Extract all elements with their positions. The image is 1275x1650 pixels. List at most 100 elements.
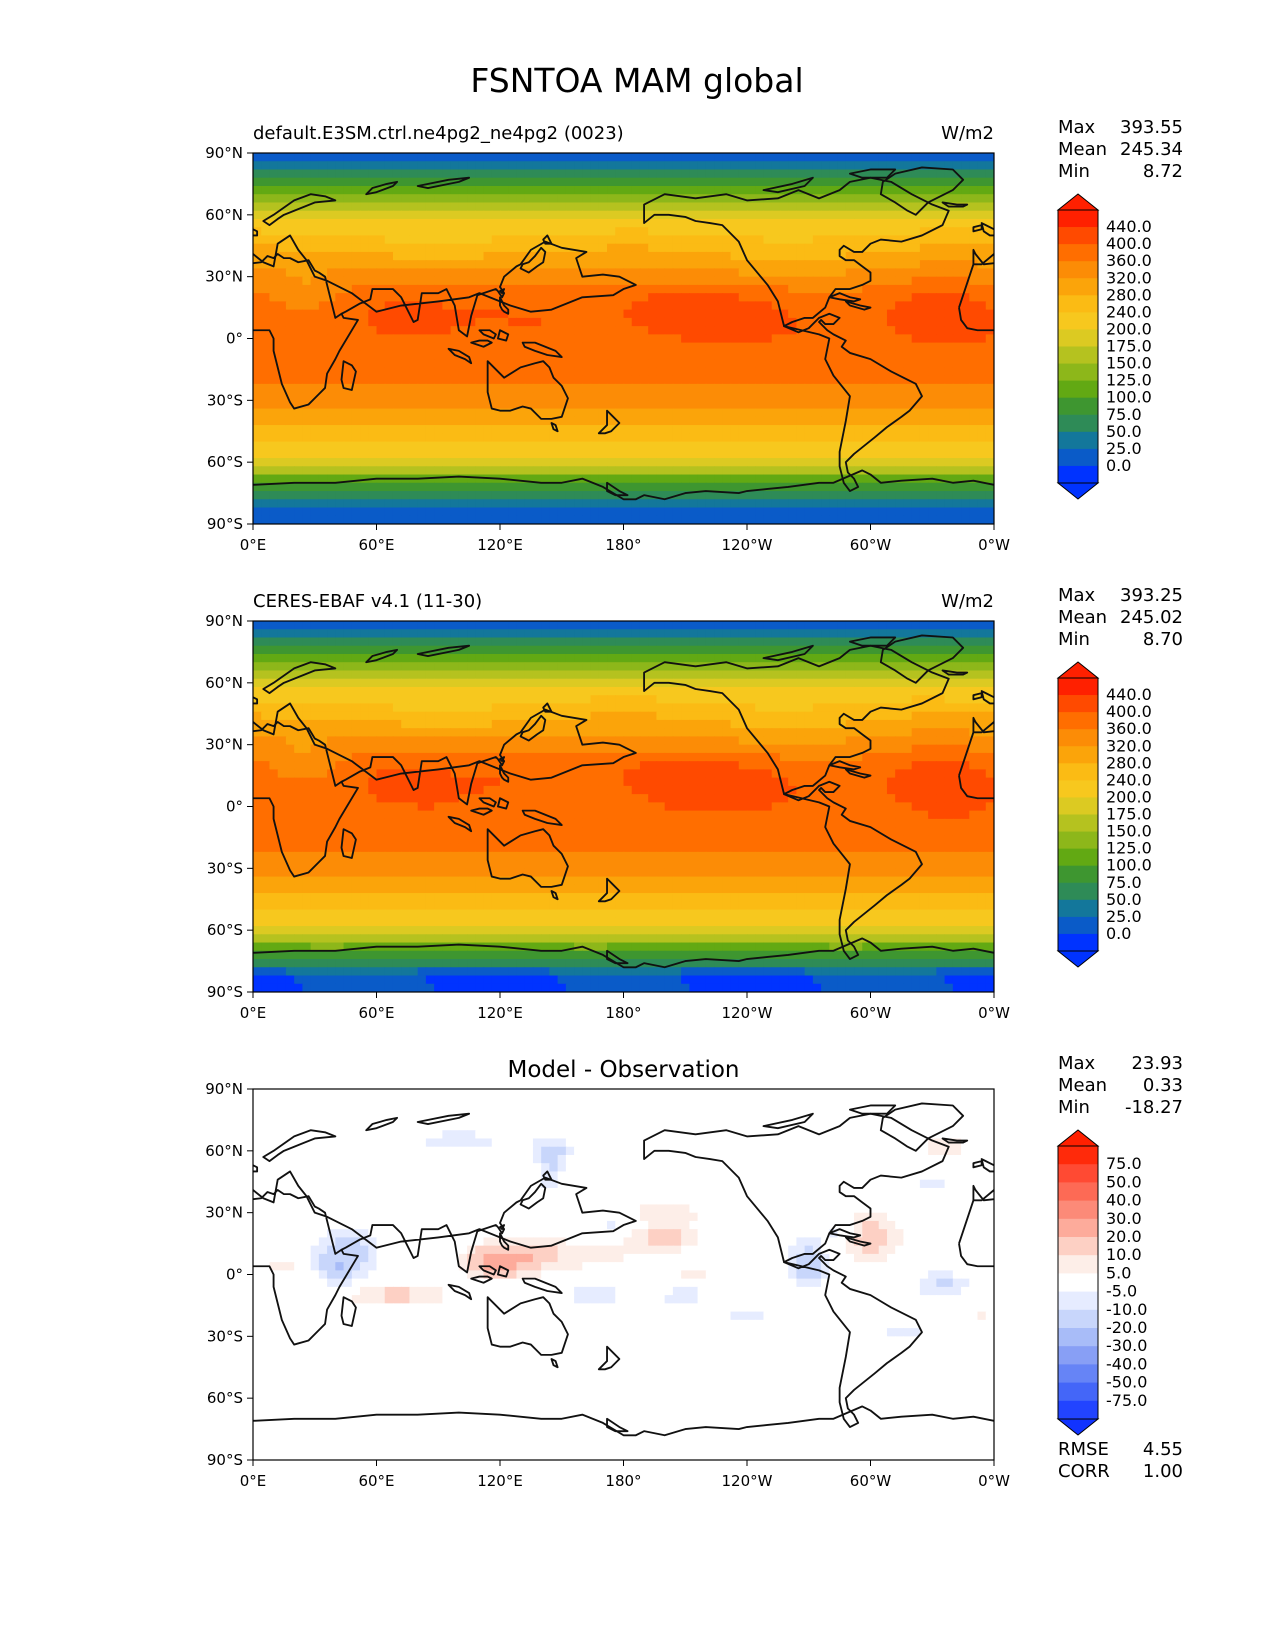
colorbar-label: 175.0 xyxy=(1106,337,1152,356)
colorbar-label: 50.0 xyxy=(1106,1172,1142,1191)
colorbar-segment xyxy=(1058,346,1098,364)
colorbar-segment xyxy=(1058,763,1098,781)
colorbar-segment xyxy=(1058,1364,1098,1383)
stat-label: CORR xyxy=(1058,1461,1110,1482)
colorbar-label: 440.0 xyxy=(1106,685,1152,704)
lat-tick-label: 30°S xyxy=(207,1327,243,1345)
lon-tick-label: 0°E xyxy=(240,1472,267,1490)
stat-value: 8.72 xyxy=(1143,161,1183,182)
contour-field xyxy=(253,621,994,992)
lon-tick-label: 120°E xyxy=(477,1004,523,1022)
colorbar-label: 150.0 xyxy=(1106,354,1152,373)
colorbar-label: 40.0 xyxy=(1106,1191,1142,1210)
colorbar: 440.0400.0360.0320.0280.0240.0200.0175.0… xyxy=(1056,193,1152,500)
colorbar-label: 25.0 xyxy=(1106,439,1142,458)
lat-tick-label: 90°N xyxy=(205,612,243,630)
lat-tick-label: 30°N xyxy=(205,1204,243,1222)
colorbar-segment xyxy=(1058,448,1098,467)
stat-label: Min xyxy=(1058,1097,1090,1118)
stat-value: 8.70 xyxy=(1143,629,1183,650)
colorbar-label: 25.0 xyxy=(1106,907,1142,926)
lat-tick-label: 60°N xyxy=(205,1142,243,1160)
colorbar-segment xyxy=(1058,1291,1098,1311)
lon-tick-label: 120°E xyxy=(477,536,523,554)
colorbar-label: 5.0 xyxy=(1106,1263,1131,1282)
stat-label: RMSE xyxy=(1058,1439,1109,1460)
colorbar-label: -5.0 xyxy=(1106,1282,1137,1301)
lat-tick-label: 60°N xyxy=(205,206,243,224)
colorbar: 440.0400.0360.0320.0280.0240.0200.0175.0… xyxy=(1056,661,1152,968)
figure-title: FSNTOA MAM global xyxy=(470,61,803,100)
colorbar-segment xyxy=(1058,380,1098,399)
panel-title: CERES-EBAF v4.1 (11-30) xyxy=(253,591,482,612)
panel-units: W/m2 xyxy=(941,123,994,144)
colorbar-label: -30.0 xyxy=(1106,1336,1147,1355)
lon-tick-label: 60°E xyxy=(358,1004,394,1022)
stat-value: 393.25 xyxy=(1120,585,1183,606)
colorbar-segment xyxy=(1058,1309,1098,1329)
lon-tick-label: 0°E xyxy=(240,1004,267,1022)
lat-tick-label: 90°S xyxy=(207,515,243,533)
lat-tick-label: 0° xyxy=(226,330,243,348)
lat-tick-label: 0° xyxy=(226,1266,243,1284)
lat-tick-label: 60°S xyxy=(207,921,243,939)
colorbar-label: 125.0 xyxy=(1106,371,1152,390)
stat-label: Max xyxy=(1058,585,1096,606)
colorbar-segment xyxy=(1058,831,1098,850)
colorbar-segment xyxy=(1058,678,1098,696)
colorbar-segment xyxy=(1058,899,1098,918)
colorbar-segment xyxy=(1058,916,1098,935)
stat-value: 4.55 xyxy=(1143,1439,1183,1460)
contour-field xyxy=(253,153,994,524)
colorbar-label: 240.0 xyxy=(1106,302,1152,321)
colorbar-segment xyxy=(1058,329,1098,347)
colorbar-label: 75.0 xyxy=(1106,1154,1142,1173)
lon-tick-label: 120°W xyxy=(722,1004,773,1022)
lat-tick-label: 90°N xyxy=(205,144,243,162)
stat-label: Min xyxy=(1058,161,1090,182)
panel-units: W/m2 xyxy=(941,591,994,612)
lon-tick-label: 60°E xyxy=(358,536,394,554)
colorbar-segment xyxy=(1058,227,1098,245)
lon-tick-label: 180° xyxy=(605,536,641,554)
panel-title: default.E3SM.ctrl.ne4pg2_ne4pg2 (0023) xyxy=(253,123,624,144)
lon-tick-label: 120°W xyxy=(722,536,773,554)
lat-tick-label: 0° xyxy=(226,798,243,816)
lon-tick-label: 60°W xyxy=(850,536,892,554)
stat-label: Max xyxy=(1058,117,1096,138)
colorbar-label: 30.0 xyxy=(1106,1209,1142,1228)
colorbar-label: 50.0 xyxy=(1106,422,1142,441)
stat-value: 23.93 xyxy=(1131,1053,1183,1074)
colorbar-extend-min xyxy=(1056,1418,1100,1436)
colorbar-segment xyxy=(1058,295,1098,313)
colorbar-label: -10.0 xyxy=(1106,1300,1147,1319)
lat-tick-label: 60°S xyxy=(207,1389,243,1407)
colorbar-segment xyxy=(1058,1328,1098,1347)
colorbar-segment xyxy=(1058,1182,1098,1201)
lon-tick-label: 0°W xyxy=(978,1004,1010,1022)
colorbar-label: 400.0 xyxy=(1106,234,1152,253)
colorbar-label: 0.0 xyxy=(1106,456,1131,475)
colorbar-segment xyxy=(1058,882,1098,901)
colorbar-segment xyxy=(1058,1146,1098,1165)
stat-value: 245.34 xyxy=(1120,139,1183,160)
colorbar-label: 320.0 xyxy=(1106,268,1152,287)
colorbar-label: 150.0 xyxy=(1106,822,1152,841)
colorbar-label: 100.0 xyxy=(1106,388,1152,407)
colorbar-segment xyxy=(1058,1400,1098,1420)
stat-label: Min xyxy=(1058,629,1090,650)
colorbar-segment xyxy=(1058,1237,1098,1256)
colorbar-segment xyxy=(1058,431,1098,450)
colorbar-label: 200.0 xyxy=(1106,319,1152,338)
colorbar-label: 50.0 xyxy=(1106,890,1142,909)
lat-tick-label: 30°N xyxy=(205,736,243,754)
colorbar-label: 360.0 xyxy=(1106,251,1152,270)
colorbar-extend-max xyxy=(1056,1129,1100,1147)
colorbar-segment xyxy=(1058,797,1098,815)
lon-tick-label: 60°W xyxy=(850,1472,892,1490)
colorbar-segment xyxy=(1058,1382,1098,1402)
colorbar-segment xyxy=(1058,848,1098,867)
colorbar-segment xyxy=(1058,414,1098,433)
lon-tick-label: 120°W xyxy=(722,1472,773,1490)
colorbar-segment xyxy=(1058,729,1098,747)
